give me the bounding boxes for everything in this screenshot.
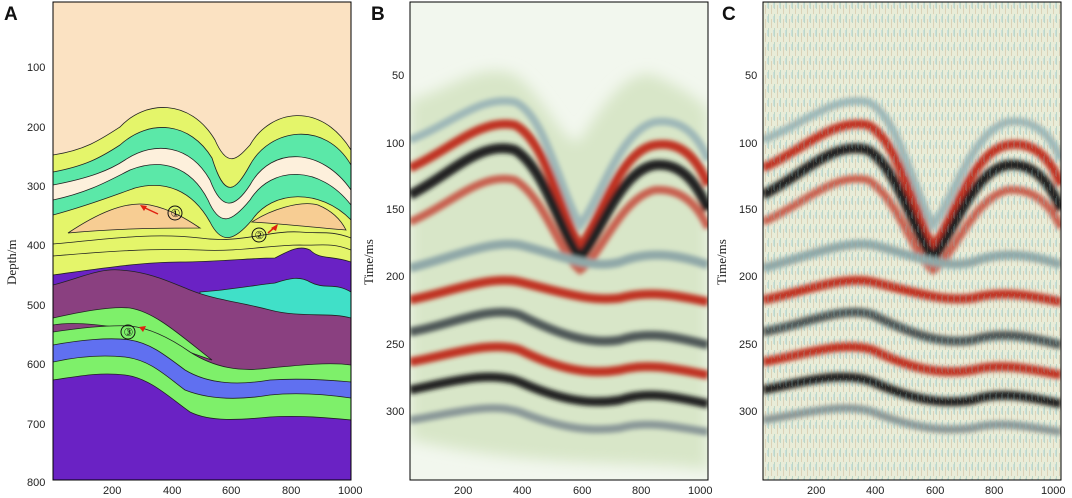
x-ticks: 200 400 600 800 1000 xyxy=(103,485,362,497)
svg-text:100: 100 xyxy=(27,62,45,74)
svg-text:600: 600 xyxy=(926,485,944,497)
svg-text:400: 400 xyxy=(163,485,181,497)
reflectors xyxy=(410,96,708,436)
svg-text:250: 250 xyxy=(739,339,757,351)
svg-text:200: 200 xyxy=(739,271,757,283)
svg-text:300: 300 xyxy=(27,181,45,193)
seismic-section-noisy xyxy=(763,2,1061,480)
y-axis-label: Depth/m xyxy=(4,240,19,286)
svg-text:300: 300 xyxy=(386,406,404,418)
lens-3 xyxy=(53,307,213,361)
svg-text:800: 800 xyxy=(985,485,1003,497)
svg-text:1000: 1000 xyxy=(688,485,712,497)
svg-text:100: 100 xyxy=(739,138,757,150)
annotation-3: ③ xyxy=(120,324,146,340)
svg-text:150: 150 xyxy=(386,204,404,216)
svg-text:600: 600 xyxy=(573,485,591,497)
svg-text:700: 700 xyxy=(27,419,45,431)
panel-c: C Time/ms 50 100 150 200 250 300 200 400… xyxy=(714,1,1065,497)
svg-text:200: 200 xyxy=(386,271,404,283)
svg-text:400: 400 xyxy=(27,240,45,252)
y-axis-label: Time/ms xyxy=(714,239,729,285)
panel-label: A xyxy=(4,4,18,25)
svg-text:600: 600 xyxy=(222,485,240,497)
x-ticks: 200 400 600 800 1000 xyxy=(807,485,1065,497)
lens-1 xyxy=(67,203,202,234)
svg-text:400: 400 xyxy=(513,485,531,497)
layer-14 xyxy=(53,373,351,480)
svg-text:400: 400 xyxy=(866,485,884,497)
svg-text:500: 500 xyxy=(27,300,45,312)
svg-text:250: 250 xyxy=(386,339,404,351)
panel-a: ① ② ③ A Depth/m 100 200 300 400 500 600 … xyxy=(4,1,362,497)
axes-frame xyxy=(52,1,352,481)
x-ticks: 200 400 600 800 1000 xyxy=(454,485,712,497)
annotation-1: ① xyxy=(140,205,183,221)
y-ticks: 100 200 300 400 500 600 700 800 xyxy=(27,62,45,489)
svg-text:200: 200 xyxy=(454,485,472,497)
svg-text:200: 200 xyxy=(807,485,825,497)
svg-text:300: 300 xyxy=(739,406,757,418)
y-ticks: 50 100 150 200 250 300 xyxy=(739,70,757,418)
svg-text:50: 50 xyxy=(392,70,404,82)
svg-text:200: 200 xyxy=(27,122,45,134)
y-ticks: 50 100 150 200 250 300 xyxy=(386,70,404,418)
panel-b: B Time/ms 50 100 150 200 250 300 200 400… xyxy=(361,1,712,497)
panel-label: B xyxy=(371,4,385,25)
arrow-3 xyxy=(139,326,146,332)
lens-2 xyxy=(250,203,347,231)
svg-text:1000: 1000 xyxy=(1041,485,1065,497)
seismic-section xyxy=(410,2,708,480)
svg-text:100: 100 xyxy=(386,138,404,150)
axes-frame xyxy=(762,1,1062,481)
svg-text:600: 600 xyxy=(27,359,45,371)
svg-text:50: 50 xyxy=(745,70,757,82)
svg-text:800: 800 xyxy=(632,485,650,497)
svg-text:800: 800 xyxy=(27,477,45,489)
svg-text:800: 800 xyxy=(282,485,300,497)
svg-text:150: 150 xyxy=(739,204,757,216)
svg-text:1000: 1000 xyxy=(338,485,362,497)
annotation-2: ② xyxy=(251,224,278,243)
axes-frame xyxy=(409,1,709,481)
model-layers xyxy=(53,2,351,480)
panel-label: C xyxy=(722,4,736,25)
svg-text:③: ③ xyxy=(124,327,134,339)
y-axis-label: Time/ms xyxy=(361,239,376,285)
svg-text:200: 200 xyxy=(103,485,121,497)
svg-text:②: ② xyxy=(255,230,265,242)
svg-text:①: ① xyxy=(171,208,181,220)
